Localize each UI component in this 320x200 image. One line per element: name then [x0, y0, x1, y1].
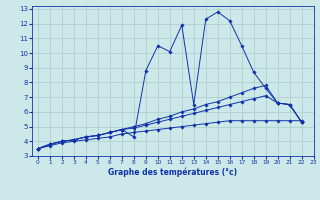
X-axis label: Graphe des températures (°c): Graphe des températures (°c) [108, 168, 237, 177]
